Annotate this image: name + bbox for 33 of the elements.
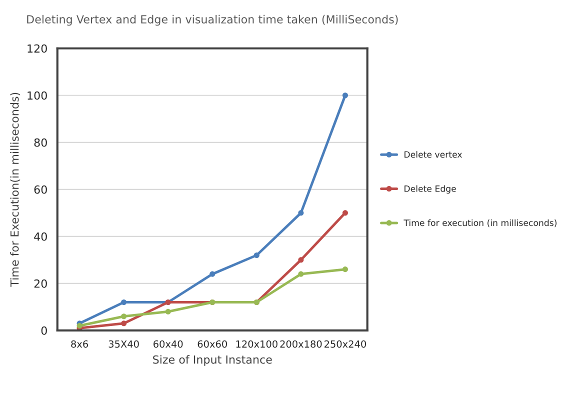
y-tick-label: 60	[34, 185, 47, 194]
x-tick-label: 120x100	[236, 340, 278, 348]
legend-label: Delete Edge	[404, 185, 456, 194]
x-tick-label: 250x240	[324, 340, 366, 348]
point	[121, 299, 127, 306]
point	[254, 252, 260, 258]
x-tick-label: 60x40	[154, 340, 183, 348]
legend-label: Delete vertex	[404, 151, 462, 158]
y-axis-title: Time for Execution(in milliseconds)	[10, 92, 20, 287]
y-tick-label: 40	[34, 232, 47, 241]
y-tick-label: 20	[34, 279, 47, 288]
y-tick-label: 0	[41, 326, 47, 335]
y-tick-label: 80	[34, 138, 47, 147]
point	[121, 320, 127, 326]
point	[342, 266, 348, 272]
x-tick-label: 35X40	[108, 340, 139, 348]
y-tick-label: 100	[28, 91, 47, 100]
point	[210, 271, 216, 277]
point	[121, 314, 127, 320]
point	[298, 210, 304, 216]
x-tick-label: 60x60	[198, 340, 227, 348]
point	[76, 322, 82, 329]
x-tick-label: 200x180	[280, 340, 322, 348]
y-tick-label: 120	[28, 44, 47, 53]
point	[342, 210, 348, 216]
point	[298, 257, 304, 263]
x-axis-title: Size of Input Instance	[153, 355, 272, 366]
legend-label: Time for execution (in milliseconds)	[404, 219, 556, 228]
x-tick-label: 8x6	[71, 340, 88, 348]
chart-title: Deleting Vertex and Edge in visualization time taken (MilliSeconds)	[27, 14, 398, 26]
point	[342, 92, 348, 98]
point	[298, 271, 304, 277]
point	[165, 308, 171, 314]
